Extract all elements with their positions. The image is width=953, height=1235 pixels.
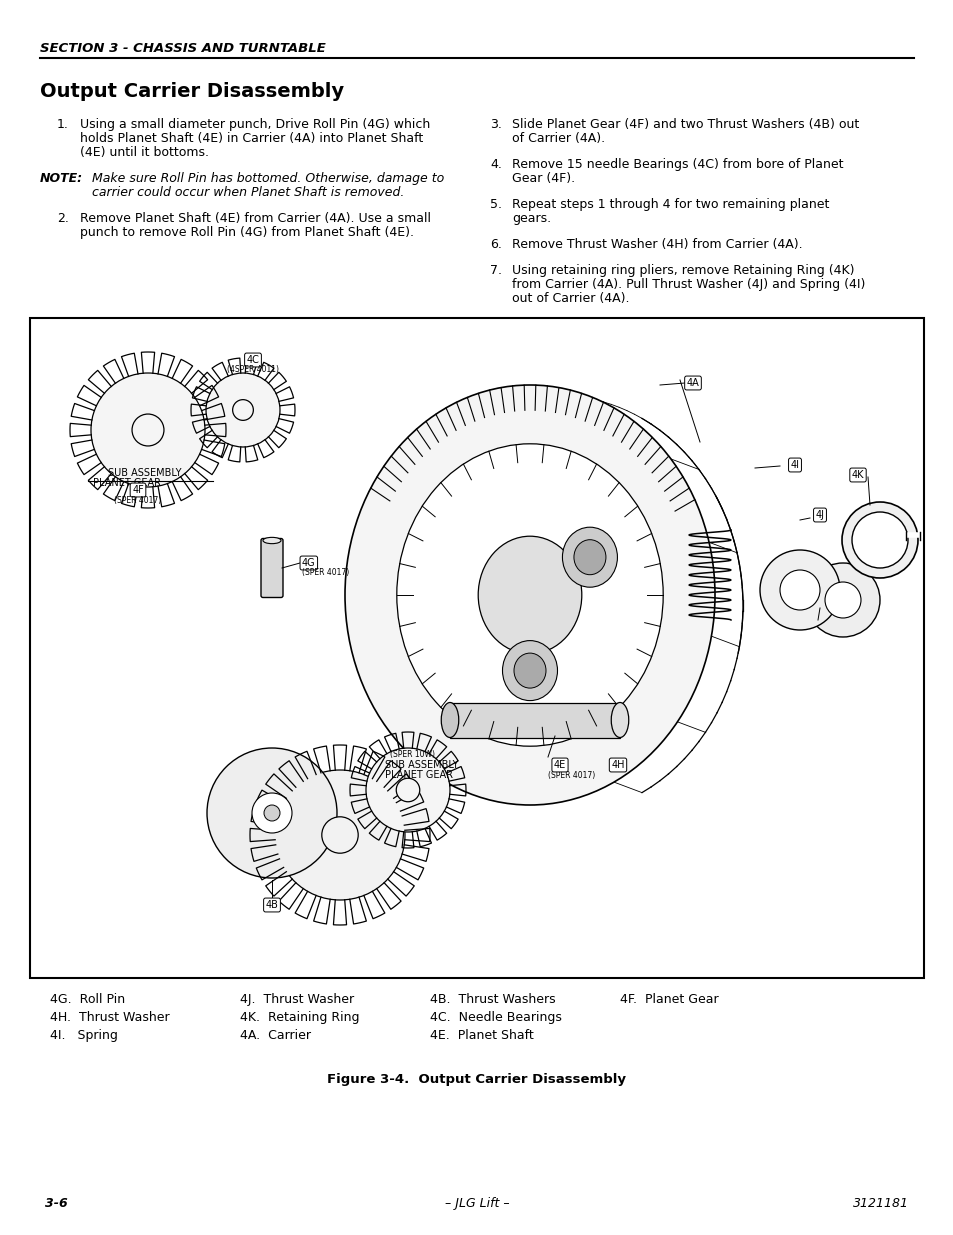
Text: 4F.  Planet Gear: 4F. Planet Gear (619, 993, 718, 1007)
Circle shape (760, 550, 840, 630)
Circle shape (851, 513, 907, 568)
Circle shape (274, 769, 405, 900)
Text: out of Carrier (4A).: out of Carrier (4A). (512, 291, 629, 305)
Text: (4SPER 4011): (4SPER 4011) (227, 366, 278, 374)
Text: 4G.  Roll Pin: 4G. Roll Pin (50, 993, 125, 1007)
Circle shape (233, 400, 253, 420)
Text: Remove Thrust Washer (4H) from Carrier (4A).: Remove Thrust Washer (4H) from Carrier (… (512, 238, 801, 251)
Text: 5.: 5. (490, 198, 501, 211)
Circle shape (252, 793, 292, 832)
Text: PLANET GEAR: PLANET GEAR (385, 769, 453, 781)
Text: – JLG Lift –: – JLG Lift – (444, 1197, 509, 1210)
Bar (450, 703, 619, 737)
Text: 4K.  Retaining Ring: 4K. Retaining Ring (240, 1011, 359, 1024)
Ellipse shape (611, 703, 628, 737)
Circle shape (132, 414, 164, 446)
Text: punch to remove Roll Pin (4G) from Planet Shaft (4E).: punch to remove Roll Pin (4G) from Plane… (80, 226, 414, 240)
Circle shape (824, 582, 861, 618)
Text: 1.: 1. (57, 119, 69, 131)
Text: SUB ASSEMBLY: SUB ASSEMBLY (108, 468, 181, 478)
Text: (SPER 10W): (SPER 10W) (390, 750, 435, 760)
Text: 4G: 4G (302, 558, 315, 568)
Text: SECTION 3 - CHASSIS AND TURNTABLE: SECTION 3 - CHASSIS AND TURNTABLE (40, 42, 325, 56)
Text: 3-6: 3-6 (45, 1197, 68, 1210)
Text: Make sure Roll Pin has bottomed. Otherwise, damage to: Make sure Roll Pin has bottomed. Otherwi… (91, 172, 444, 185)
Text: (4E) until it bottoms.: (4E) until it bottoms. (80, 146, 209, 159)
Bar (30, 317, 923, 978)
Ellipse shape (574, 540, 605, 574)
Circle shape (780, 571, 820, 610)
Ellipse shape (263, 537, 281, 543)
Text: Gear (4F).: Gear (4F). (512, 172, 575, 185)
Text: 2.: 2. (57, 212, 69, 225)
Circle shape (395, 778, 419, 802)
Ellipse shape (345, 385, 714, 805)
Text: 4C.  Needle Bearings: 4C. Needle Bearings (430, 1011, 561, 1024)
Text: 4B: 4B (265, 900, 278, 910)
Text: Using retaining ring pliers, remove Retaining Ring (4K): Using retaining ring pliers, remove Reta… (512, 264, 854, 277)
Text: 4H: 4H (611, 760, 624, 769)
Text: 4.: 4. (490, 158, 501, 170)
Text: holds Planet Shaft (4E) in Carrier (4A) into Planet Shaft: holds Planet Shaft (4E) in Carrier (4A) … (80, 132, 423, 144)
Text: gears.: gears. (512, 212, 551, 225)
Text: Remove Planet Shaft (4E) from Carrier (4A). Use a small: Remove Planet Shaft (4E) from Carrier (4… (80, 212, 431, 225)
Circle shape (321, 816, 357, 853)
Circle shape (206, 373, 280, 447)
Text: 4E.  Planet Shaft: 4E. Planet Shaft (430, 1029, 533, 1042)
Text: from Carrier (4A). Pull Thrust Washer (4J) and Spring (4I): from Carrier (4A). Pull Thrust Washer (4… (512, 278, 864, 291)
Ellipse shape (562, 527, 617, 587)
Text: Slide Planet Gear (4F) and two Thrust Washers (4B) out: Slide Planet Gear (4F) and two Thrust Wa… (512, 119, 859, 131)
Text: Using a small diameter punch, Drive Roll Pin (4G) which: Using a small diameter punch, Drive Roll… (80, 119, 430, 131)
Circle shape (91, 373, 205, 487)
Text: (SPER 4017): (SPER 4017) (547, 771, 595, 781)
Text: 4I.   Spring: 4I. Spring (50, 1029, 118, 1042)
Circle shape (805, 563, 879, 637)
Circle shape (264, 805, 280, 821)
Text: 4E: 4E (554, 760, 565, 769)
Text: PLANET GEAR: PLANET GEAR (92, 478, 161, 488)
Text: 4A: 4A (686, 378, 699, 388)
Text: 4J.  Thrust Washer: 4J. Thrust Washer (240, 993, 354, 1007)
Text: SUB ASSEMBLY: SUB ASSEMBLY (385, 760, 458, 769)
Ellipse shape (514, 653, 545, 688)
Text: 6.: 6. (490, 238, 501, 251)
Text: carrier could occur when Planet Shaft is removed.: carrier could occur when Planet Shaft is… (91, 186, 404, 199)
Circle shape (366, 748, 450, 832)
Ellipse shape (441, 703, 458, 737)
Text: 3121181: 3121181 (852, 1197, 908, 1210)
Ellipse shape (477, 536, 581, 653)
Text: Figure 3-4.  Output Carrier Disassembly: Figure 3-4. Output Carrier Disassembly (327, 1073, 626, 1086)
Text: Remove 15 needle Bearings (4C) from bore of Planet: Remove 15 needle Bearings (4C) from bore… (512, 158, 842, 170)
Circle shape (207, 748, 336, 878)
Ellipse shape (396, 443, 662, 746)
Text: 4H.  Thrust Washer: 4H. Thrust Washer (50, 1011, 170, 1024)
Text: 4C: 4C (246, 354, 259, 366)
Text: NOTE:: NOTE: (40, 172, 83, 185)
Text: 3.: 3. (490, 119, 501, 131)
Text: (SPER 4017): (SPER 4017) (114, 496, 161, 505)
Text: (SPER 4017): (SPER 4017) (302, 568, 349, 577)
Text: Output Carrier Disassembly: Output Carrier Disassembly (40, 82, 344, 101)
Text: Repeat steps 1 through 4 for two remaining planet: Repeat steps 1 through 4 for two remaini… (512, 198, 828, 211)
Text: 4J: 4J (815, 510, 823, 520)
Text: 4A.  Carrier: 4A. Carrier (240, 1029, 311, 1042)
Text: 4F: 4F (132, 485, 144, 495)
Circle shape (841, 501, 917, 578)
Text: of Carrier (4A).: of Carrier (4A). (512, 132, 604, 144)
FancyBboxPatch shape (261, 538, 283, 598)
Text: 4I: 4I (790, 459, 799, 471)
Ellipse shape (502, 641, 557, 700)
Text: 4B.  Thrust Washers: 4B. Thrust Washers (430, 993, 555, 1007)
Text: 7.: 7. (490, 264, 501, 277)
Text: 4K: 4K (851, 471, 863, 480)
